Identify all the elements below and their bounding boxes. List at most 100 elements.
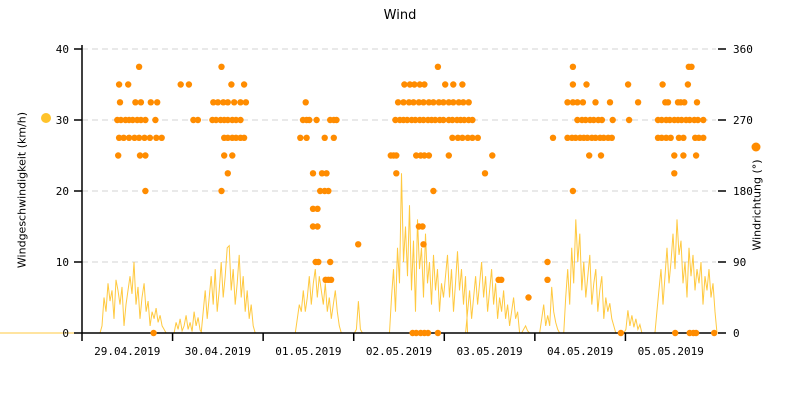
- direction-dot: [314, 205, 321, 212]
- x-tick-label: 01.05.2019: [275, 345, 341, 358]
- direction-dot: [460, 99, 467, 106]
- direction-dot: [449, 116, 456, 124]
- direction-dot: [624, 81, 632, 88]
- direction-dot: [430, 99, 437, 106]
- direction-dot: [115, 152, 122, 159]
- direction-dot: [420, 241, 427, 248]
- direction-dot: [224, 116, 231, 124]
- direction-dot: [544, 276, 551, 283]
- direction-dot: [177, 81, 184, 88]
- direction-dot: [297, 134, 304, 141]
- direction-dot: [185, 81, 193, 88]
- direction-dot: [625, 116, 633, 124]
- direction-dot: [680, 134, 687, 141]
- direction-dot: [675, 134, 683, 141]
- direction-dot: [569, 81, 577, 88]
- direction-dot: [147, 99, 154, 106]
- direction-dot: [450, 81, 457, 88]
- direction-dot: [569, 99, 577, 106]
- direction-dot: [393, 170, 400, 177]
- direction-dot: [694, 116, 702, 124]
- right-tick-label: 270: [733, 114, 753, 127]
- direction-dot: [152, 116, 159, 124]
- direction-dot: [663, 134, 670, 141]
- direction-dot: [240, 134, 248, 141]
- direction-dot: [582, 116, 589, 124]
- direction-dot: [608, 134, 615, 141]
- direction-dot: [678, 116, 685, 124]
- direction-dot: [711, 329, 718, 337]
- direction-dot: [525, 294, 532, 301]
- chart-title: Wind: [383, 8, 417, 23]
- direction-dot: [695, 134, 702, 141]
- direction-dot: [303, 134, 310, 141]
- direction-dot: [445, 152, 452, 159]
- direction-dot: [218, 63, 225, 70]
- right-tick-label: 360: [733, 43, 753, 56]
- direction-dot: [609, 116, 616, 124]
- direction-dot: [333, 116, 340, 124]
- direction-dot: [125, 134, 133, 141]
- direction-dot: [317, 187, 324, 195]
- right-tick-label: 180: [733, 185, 753, 198]
- direction-dot: [474, 134, 481, 141]
- direction-dot: [658, 134, 665, 141]
- direction-dot: [569, 63, 577, 70]
- direction-dot: [302, 99, 309, 106]
- direction-dot: [392, 116, 399, 124]
- direction-dot: [194, 116, 202, 124]
- direction-dot: [692, 152, 700, 159]
- direction-dot: [125, 81, 132, 88]
- direction-dot: [327, 258, 334, 266]
- speed-legend-dot: [41, 113, 51, 123]
- x-tick-label: 04.05.2019: [547, 345, 613, 358]
- wind-speed-line: [0, 173, 718, 334]
- direction-dot: [700, 116, 707, 124]
- direction-dot: [401, 81, 408, 88]
- direction-dot: [420, 116, 427, 124]
- direction-dot: [681, 99, 688, 106]
- direction-dot: [232, 134, 240, 141]
- direction-dot: [664, 99, 672, 106]
- direction-dot: [680, 152, 687, 159]
- x-tick-label: 03.05.2019: [456, 345, 522, 358]
- direction-dot: [142, 187, 149, 195]
- direction-dot: [442, 81, 449, 88]
- direction-dot: [400, 99, 407, 106]
- direction-dot: [224, 170, 231, 177]
- direction-dot: [667, 134, 674, 141]
- direction-dot: [579, 99, 587, 106]
- direction-dot: [240, 81, 248, 88]
- direction-dot: [544, 258, 551, 266]
- direction-dot: [634, 99, 642, 106]
- direction-dot: [590, 116, 597, 124]
- direction-dot: [469, 134, 476, 141]
- direction-dot: [146, 134, 154, 141]
- direction-dot: [212, 116, 220, 124]
- direction-dot: [129, 116, 136, 124]
- direction-dot: [688, 63, 695, 70]
- direction-dot: [425, 152, 433, 159]
- direction-dot: [404, 116, 411, 124]
- direction-dot: [237, 116, 244, 124]
- direction-dot: [450, 99, 457, 106]
- direction-dot: [214, 99, 222, 106]
- direction-dot: [393, 152, 400, 159]
- direction-dot: [671, 152, 678, 159]
- direction-dot: [221, 152, 228, 159]
- direction-dot: [461, 116, 468, 124]
- direction-dot: [313, 116, 320, 124]
- direction-dot: [327, 276, 335, 283]
- direction-dot: [572, 134, 579, 141]
- direction-dot: [153, 134, 160, 141]
- right-tick-label: 0: [733, 327, 740, 340]
- direction-dot: [425, 99, 433, 106]
- direction-dot: [229, 152, 236, 159]
- direction-dot: [120, 134, 127, 141]
- direction-dot: [231, 99, 238, 106]
- direction-dot: [440, 116, 447, 124]
- direction-dot: [692, 329, 700, 337]
- direction-dot: [440, 99, 447, 106]
- x-tick-label: 30.04.2019: [185, 345, 251, 358]
